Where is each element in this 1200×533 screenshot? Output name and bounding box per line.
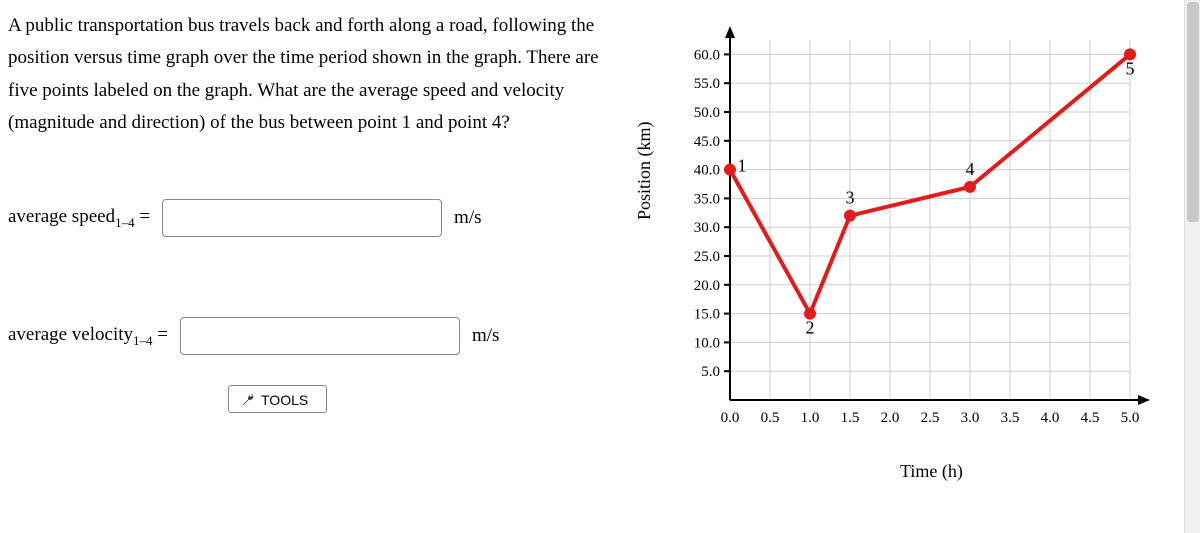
- svg-text:0.5: 0.5: [761, 410, 780, 426]
- svg-text:35.0: 35.0: [694, 191, 720, 207]
- wrench-icon: [241, 393, 255, 407]
- tools-button[interactable]: TOOLS: [228, 385, 327, 413]
- svg-text:4: 4: [966, 159, 975, 179]
- velocity-eq: =: [153, 324, 168, 345]
- svg-text:4.5: 4.5: [1081, 410, 1100, 426]
- velocity-label: average velocity1–4 =: [8, 324, 168, 349]
- svg-text:2.0: 2.0: [881, 410, 900, 426]
- speed-label: average speed1–4 =: [8, 206, 150, 231]
- speed-unit: m/s: [454, 207, 481, 229]
- svg-text:3.0: 3.0: [961, 410, 980, 426]
- speed-row: average speed1–4 = m/s: [8, 199, 625, 237]
- svg-text:60.0: 60.0: [694, 47, 720, 63]
- speed-eq: =: [135, 206, 150, 227]
- x-axis-label: Time (h): [900, 461, 963, 482]
- svg-text:30.0: 30.0: [694, 220, 720, 236]
- tools-label: TOOLS: [261, 392, 308, 408]
- problem-text: A public transportation bus travels back…: [8, 10, 625, 139]
- speed-label-sub: 1–4: [115, 215, 135, 230]
- y-axis-label: Position (km): [634, 121, 655, 220]
- svg-text:5.0: 5.0: [1121, 410, 1140, 426]
- velocity-input[interactable]: [180, 317, 460, 355]
- velocity-unit: m/s: [472, 325, 499, 347]
- svg-text:5.0: 5.0: [701, 364, 720, 380]
- svg-text:25.0: 25.0: [694, 249, 720, 265]
- velocity-label-sub: 1–4: [133, 333, 153, 348]
- chart-svg: 5.010.015.020.025.030.035.040.045.050.05…: [640, 20, 1160, 450]
- velocity-label-prefix: average velocity: [8, 324, 133, 345]
- scrollbar-thumb[interactable]: [1187, 2, 1199, 222]
- speed-input[interactable]: [162, 199, 442, 237]
- position-time-chart: Position (km) Time (h) 5.010.015.020.025…: [640, 20, 1160, 460]
- velocity-row: average velocity1–4 = m/s: [8, 317, 625, 355]
- svg-text:40.0: 40.0: [694, 163, 720, 179]
- speed-label-prefix: average speed: [8, 206, 115, 227]
- svg-text:20.0: 20.0: [694, 278, 720, 294]
- svg-text:1.5: 1.5: [841, 410, 860, 426]
- svg-text:10.0: 10.0: [694, 335, 720, 351]
- svg-text:3: 3: [846, 188, 855, 208]
- svg-text:3.5: 3.5: [1001, 410, 1020, 426]
- svg-text:0.0: 0.0: [721, 410, 740, 426]
- svg-text:50.0: 50.0: [694, 105, 720, 121]
- svg-text:2: 2: [806, 318, 815, 338]
- svg-text:15.0: 15.0: [694, 307, 720, 323]
- svg-text:2.5: 2.5: [921, 410, 940, 426]
- svg-text:45.0: 45.0: [694, 134, 720, 150]
- svg-text:55.0: 55.0: [694, 76, 720, 92]
- svg-text:1.0: 1.0: [801, 410, 820, 426]
- vertical-scrollbar[interactable]: [1184, 0, 1200, 533]
- svg-text:1: 1: [738, 156, 747, 176]
- svg-text:5: 5: [1126, 58, 1135, 78]
- svg-text:4.0: 4.0: [1041, 410, 1060, 426]
